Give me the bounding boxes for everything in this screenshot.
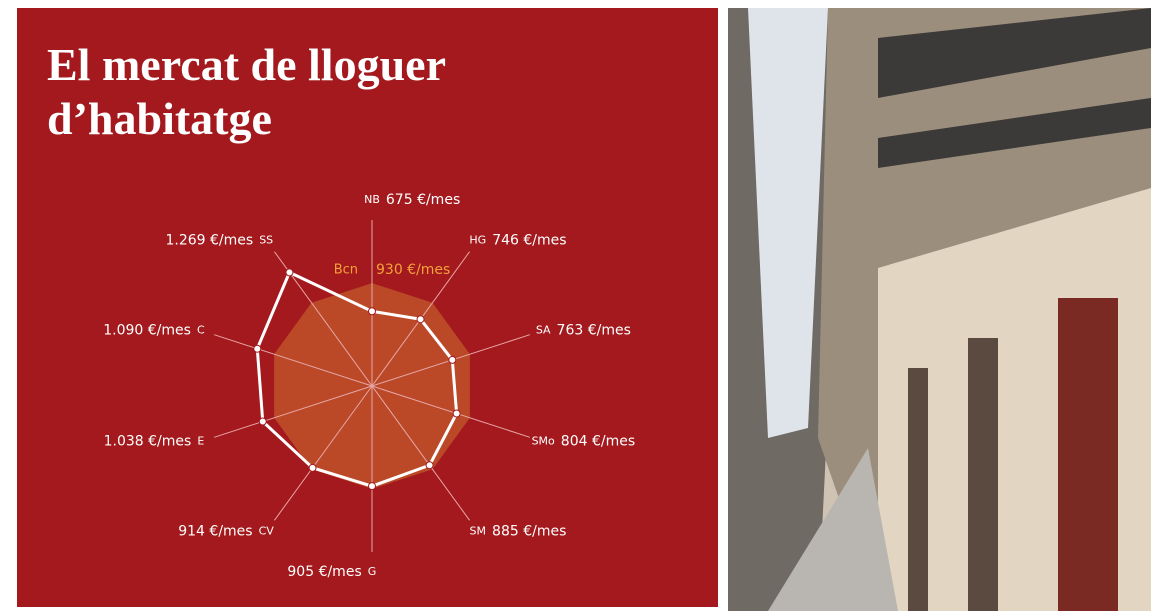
value-label: 1.038 €/mes	[104, 434, 192, 450]
value-label: 746 €/mes	[492, 232, 566, 248]
value-label: 885 €/mes	[492, 524, 566, 540]
data-point	[369, 483, 376, 490]
category-label: SS	[259, 233, 273, 246]
category-label: CV	[259, 525, 275, 538]
window	[968, 338, 998, 611]
value-label: 675 €/mes	[386, 192, 460, 208]
category-label: SA	[536, 323, 551, 336]
reference-label: 930 €/mes	[376, 262, 450, 278]
data-point	[286, 269, 293, 276]
category-label: C	[197, 323, 205, 336]
chart: NB 675 €/mes HG 746 €/mes SA 763 €/mes SMo 804 …	[0, 0, 720, 611]
reference-name: Bcn	[334, 263, 358, 278]
value-label: 905 €/mes	[287, 564, 361, 580]
data-point	[369, 308, 376, 315]
value-label: 763 €/mes	[557, 322, 631, 338]
value-label: 914 €/mes	[178, 524, 252, 540]
category-label: G	[368, 565, 377, 578]
category-label: SM	[470, 525, 486, 538]
data-point	[309, 464, 316, 471]
doorway	[1058, 298, 1118, 611]
value-label: 1.269 €/mes	[166, 232, 254, 248]
category-label: E	[197, 435, 204, 448]
category-label: HG	[469, 233, 486, 246]
street-photo	[728, 8, 1151, 611]
data-point	[254, 345, 261, 352]
window	[908, 368, 928, 611]
page: El mercat de lloguer d’habitatge NB675 €…	[0, 0, 1151, 611]
category-label: SMo	[532, 435, 555, 448]
data-point	[259, 418, 266, 425]
data-point	[453, 410, 460, 417]
data-point	[426, 462, 433, 469]
value-label: 1.090 €/mes	[103, 322, 191, 338]
data-point	[417, 316, 424, 323]
value-label: 804 €/mes	[561, 434, 635, 450]
data-point	[449, 356, 456, 363]
category-label: NB	[364, 193, 380, 206]
